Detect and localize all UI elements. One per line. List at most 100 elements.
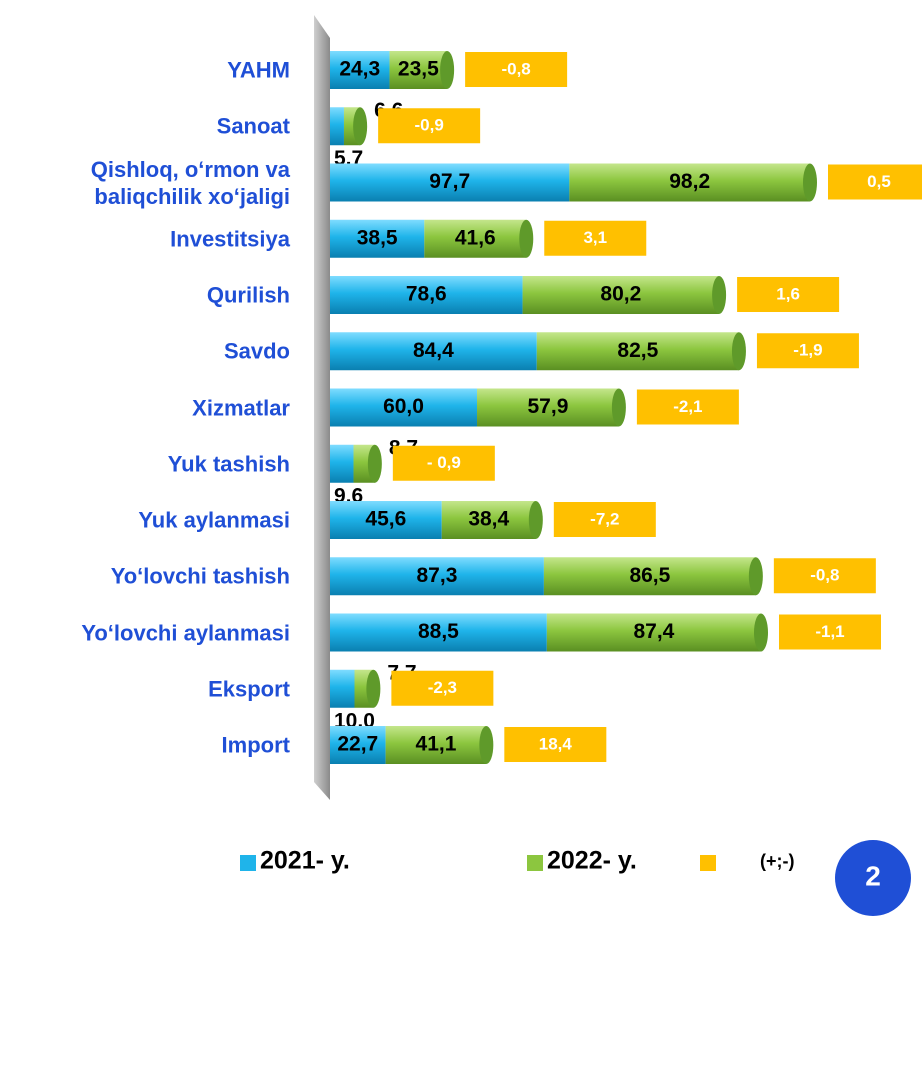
difference-label: - 0,9 (427, 453, 461, 472)
data-label: 22,7 (337, 733, 378, 756)
bar-cap (753, 613, 768, 652)
category-label: Import (221, 732, 290, 758)
difference-box (636, 389, 739, 425)
data-label: 41,6 (455, 226, 496, 249)
category-label: Eksport (208, 676, 290, 702)
legend-label: 2021- y. (260, 847, 350, 875)
data-label: 88,5 (418, 620, 459, 643)
difference-box (544, 220, 647, 256)
category-label: Yo‘lovchi tashish (110, 563, 290, 589)
legend-label: 2022- y. (547, 847, 637, 875)
bar-segment (330, 219, 425, 258)
difference-label: -1,1 (815, 622, 844, 641)
difference-label: -0,8 (810, 566, 839, 585)
difference-box (553, 502, 656, 537)
difference-label: 1,6 (776, 284, 800, 303)
data-label: 60,0 (383, 395, 424, 418)
difference-label: -0,9 (414, 116, 443, 135)
data-label: 87,3 (417, 564, 458, 587)
difference-box (465, 52, 568, 87)
category-label: Sanoat (216, 113, 290, 139)
bar-segment (330, 51, 390, 89)
difference-box (737, 277, 840, 312)
bar-segment (385, 726, 487, 764)
bar-cap (748, 557, 763, 596)
difference-box (378, 108, 481, 144)
data-label: 38,5 (357, 226, 398, 249)
bar-segment (389, 51, 448, 89)
legend-label: (+;-) (760, 851, 795, 871)
bar-cap (731, 332, 746, 371)
category-label: Investitsiya (170, 226, 290, 252)
bar-segment (330, 557, 544, 596)
data-label: 78,6 (406, 283, 447, 306)
data-label: 80,2 (600, 283, 641, 306)
bar-segment (330, 501, 442, 539)
bar-segment (569, 163, 810, 202)
difference-box (392, 445, 495, 481)
bar-segment (330, 669, 355, 708)
category-label: Yuk aylanmasi (138, 507, 290, 533)
wall (314, 15, 330, 800)
difference-label: 3,1 (583, 228, 607, 247)
bar-segment (477, 388, 619, 427)
bar-cap (367, 444, 382, 483)
page-badge (835, 840, 911, 916)
bar-segment (330, 444, 354, 483)
data-label: 23,5 (398, 58, 439, 81)
bar-segment (330, 332, 537, 371)
legend-swatch (240, 855, 256, 871)
category-label: Yuk tashish (167, 451, 290, 477)
bar-cap (803, 163, 817, 202)
bar-segment (543, 557, 756, 596)
data-label: 24,3 (339, 58, 380, 81)
category-label: YAHM (227, 57, 290, 83)
legend-swatch (700, 855, 716, 871)
data-label: 86,5 (629, 564, 670, 587)
data-label: 57,9 (528, 395, 569, 418)
bar-cap (366, 669, 381, 708)
difference-label: -2,3 (428, 678, 457, 697)
difference-box (756, 333, 859, 369)
bar-segment (330, 613, 547, 652)
data-label: 97,7 (429, 170, 470, 193)
category-label: Xizmatlar (192, 395, 290, 420)
difference-box (391, 670, 494, 706)
difference-label: -2,1 (673, 397, 702, 416)
bar-segment (522, 276, 720, 314)
bar-segment (330, 276, 523, 314)
data-label: 84,4 (413, 339, 454, 362)
data-label: 82,5 (617, 339, 658, 362)
bar-segment (330, 163, 570, 202)
bar-cap (479, 726, 494, 764)
difference-label: -1,9 (793, 341, 822, 360)
difference-box (773, 558, 876, 594)
bar-cap (712, 276, 727, 314)
data-label: 98,2 (669, 170, 710, 193)
difference-label: -0,8 (501, 59, 530, 78)
bar-cap (519, 219, 534, 258)
bar-segment (536, 332, 739, 371)
bar-cap (440, 51, 455, 89)
data-label: 45,6 (365, 508, 406, 531)
difference-box (778, 614, 881, 650)
bar-cap (353, 107, 368, 146)
difference-label: 0,5 (867, 172, 891, 191)
category-label: Qishloq, o‘rmon va baliqchilik xo‘jaligi (90, 156, 290, 209)
bar-segment (330, 107, 344, 146)
category-label: Yo‘lovchi aylanmasi (81, 620, 290, 645)
data-label: 87,4 (633, 620, 674, 643)
page-number: 2 (865, 860, 881, 891)
data-label: 38,4 (468, 508, 509, 531)
category-label: Qurilish (206, 282, 290, 308)
bar-segment (441, 501, 536, 539)
bar-segment (330, 388, 478, 427)
bar-cap (611, 388, 626, 427)
bar-segment (330, 726, 386, 764)
legend-swatch (527, 855, 543, 871)
difference-label: 18,4 (539, 734, 573, 753)
difference-label: -7,2 (590, 509, 619, 528)
bar-cap (528, 501, 543, 539)
bar-segment (424, 219, 527, 258)
